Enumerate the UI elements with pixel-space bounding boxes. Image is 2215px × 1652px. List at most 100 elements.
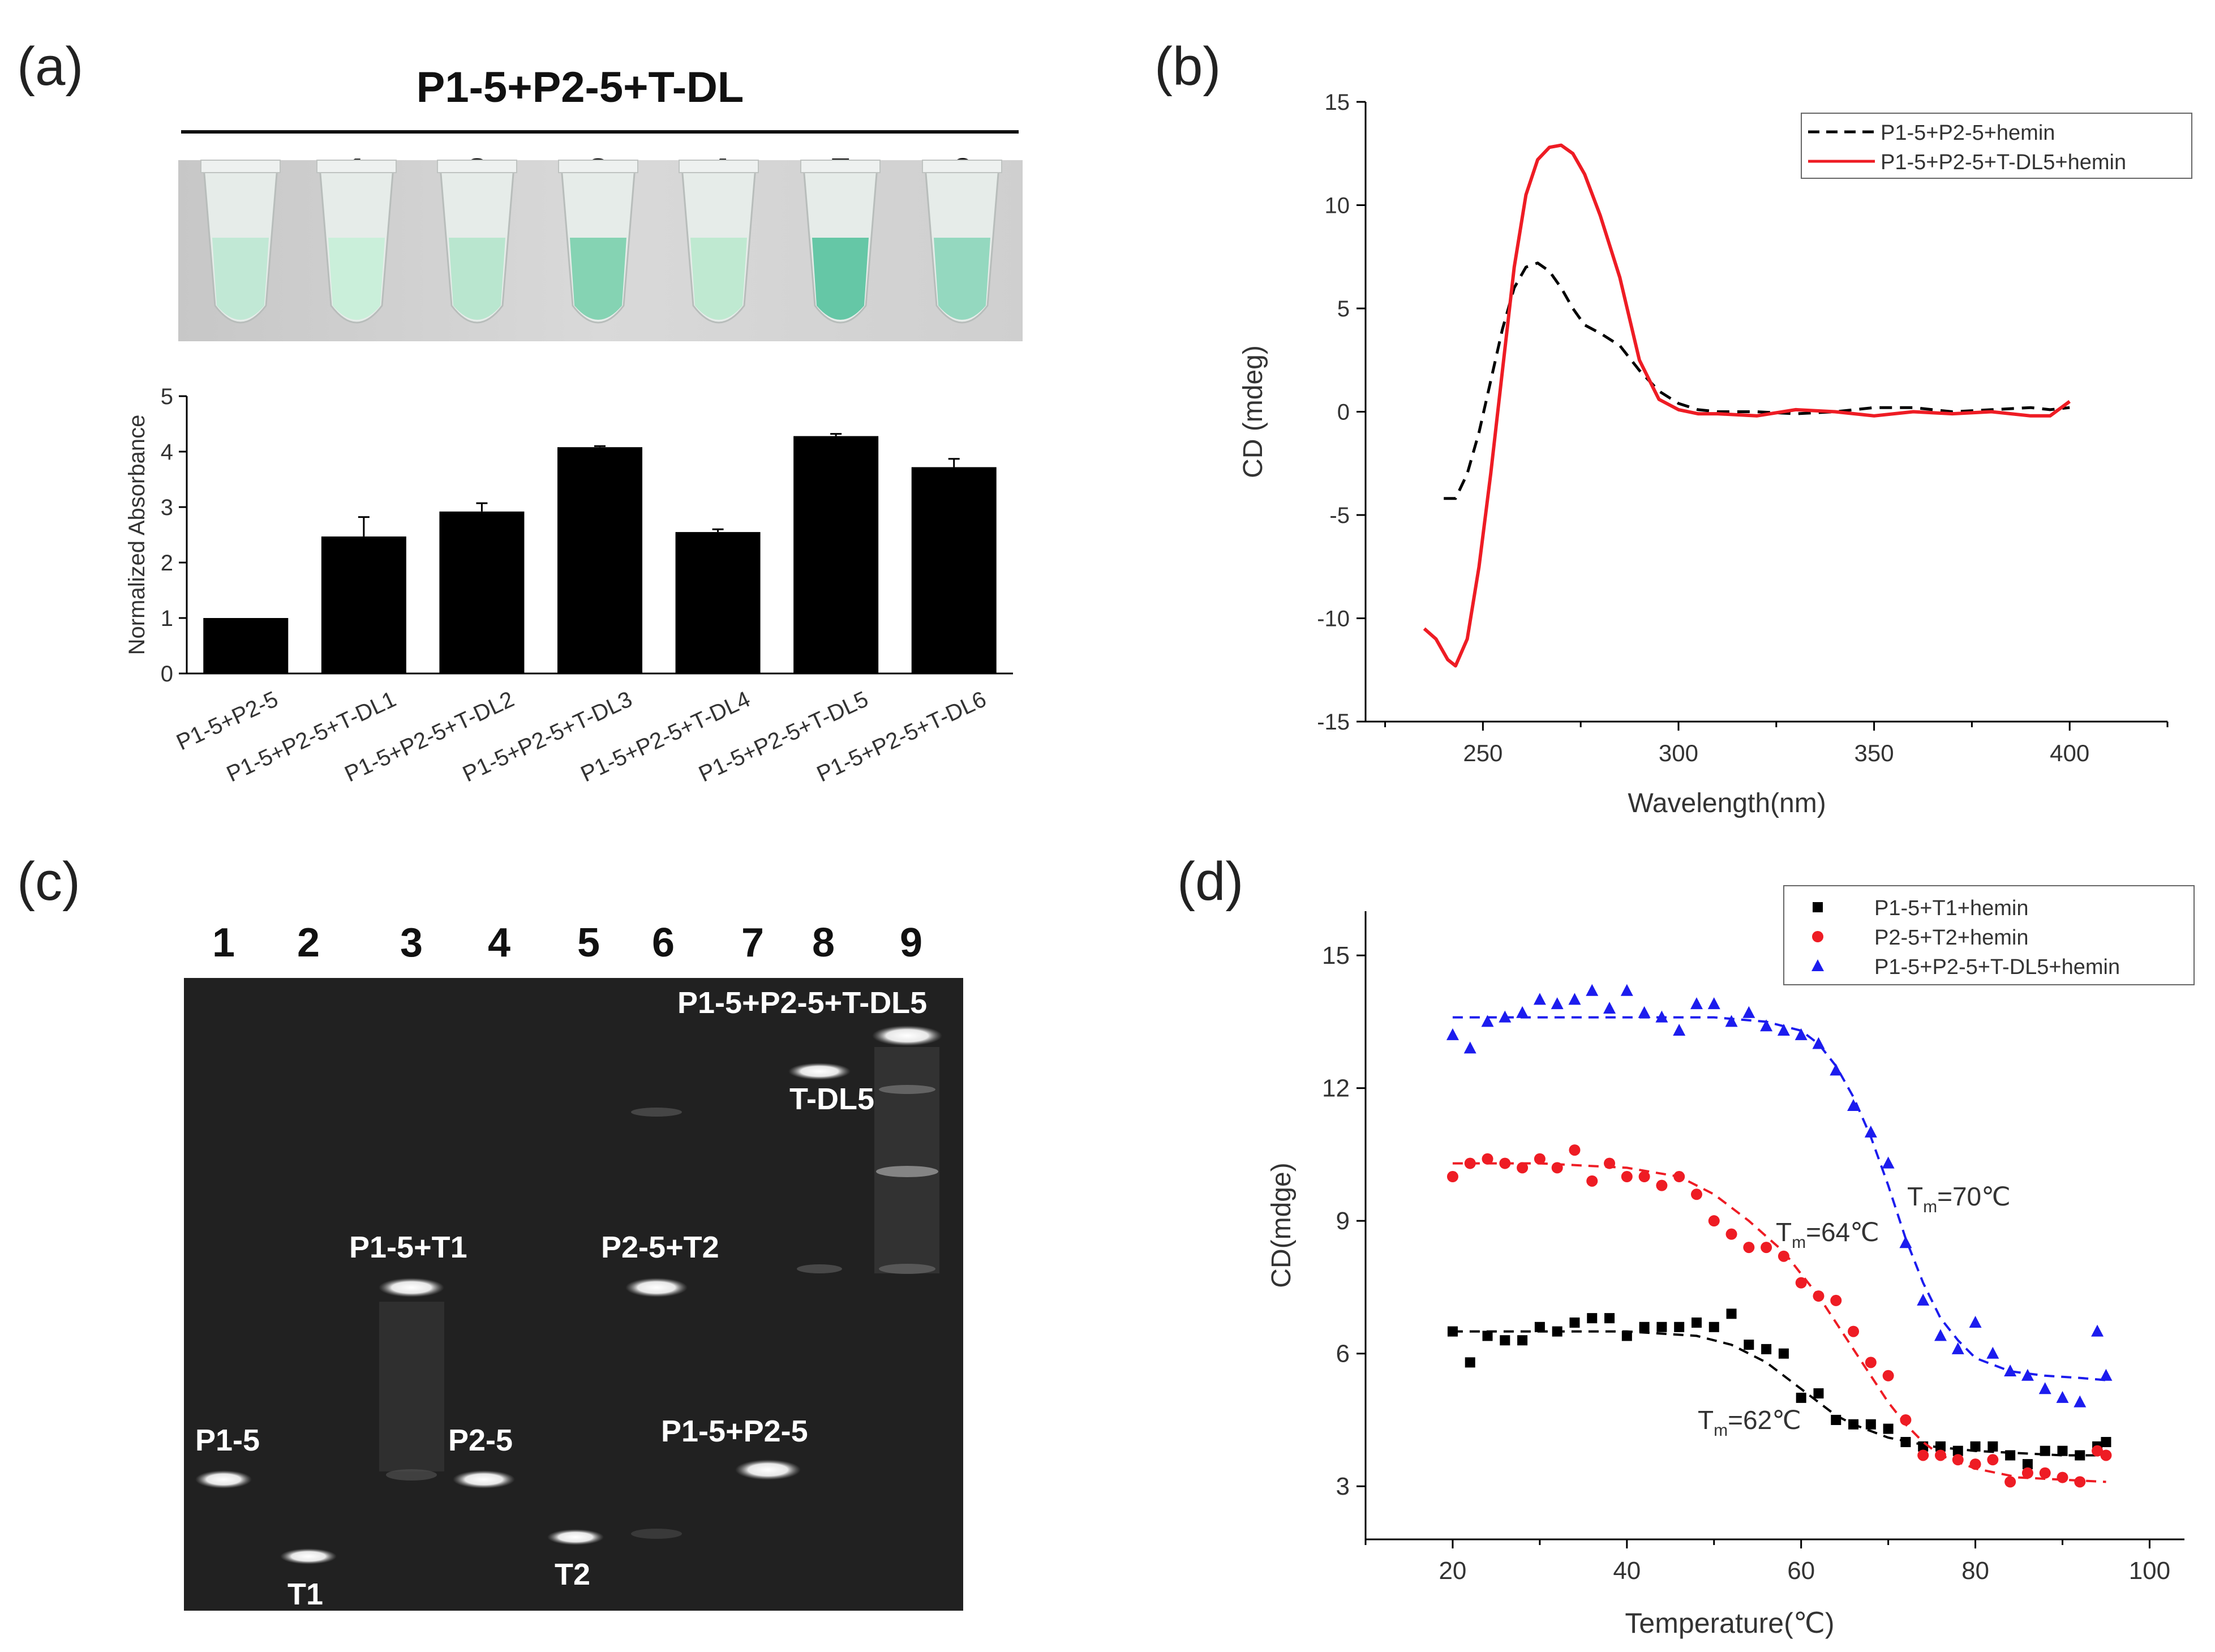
- data-point: [2057, 1471, 2068, 1483]
- tube-rim: [316, 160, 397, 173]
- gel-band: [735, 1460, 801, 1480]
- data-point: [1882, 1156, 1895, 1169]
- data-point: [1551, 997, 1564, 1010]
- gel-band: [879, 1085, 935, 1094]
- legend-label: P1-5+P2-5+T-DL5+hemin: [1874, 955, 2120, 979]
- y-tick-label: -5: [1329, 503, 1350, 528]
- data-point: [1604, 1313, 1615, 1324]
- data-point: [1900, 1414, 1912, 1426]
- data-point: [1551, 1162, 1563, 1174]
- x-axis-label: Temperature(℃): [1625, 1607, 1834, 1639]
- lane-number: 5: [577, 920, 600, 966]
- data-point: [1847, 1099, 1860, 1111]
- tube-liquid: [570, 238, 626, 320]
- band-label-p15p25: P1-5+P2-5: [661, 1414, 808, 1448]
- tube-liquid: [934, 238, 990, 320]
- data-point: [2100, 1368, 2113, 1381]
- data-point: [1638, 1171, 1650, 1183]
- data-point: [1447, 1326, 1458, 1337]
- y-tick-label: 5: [161, 384, 173, 409]
- data-point: [1482, 1153, 1493, 1165]
- band-label-t1: T1: [287, 1577, 323, 1611]
- gel-band: [280, 1548, 337, 1564]
- data-point: [1500, 1335, 1510, 1346]
- data-point: [1621, 1331, 1632, 1341]
- data-point: [1848, 1325, 1860, 1337]
- data-point: [1742, 1006, 1755, 1018]
- gel-band: [379, 1278, 444, 1297]
- tube-rim: [558, 160, 638, 173]
- band-label-tdl5: T-DL5: [789, 1082, 874, 1116]
- gel-band: [195, 1470, 252, 1488]
- tube-rim: [922, 160, 1002, 173]
- tube: [316, 160, 397, 324]
- data-point: [2056, 1391, 2069, 1403]
- band-label-full: P1-5+P2-5+T-DL5: [677, 986, 927, 1020]
- lane-numbers: 1 2 3 4 5 6 7 8 9: [212, 920, 922, 966]
- data-point: [1761, 1242, 1772, 1254]
- data-point: [1744, 1340, 1754, 1350]
- lane-number: 7: [741, 920, 764, 966]
- data-point: [1463, 1041, 1476, 1054]
- band-label-p25: P2-5: [448, 1423, 513, 1457]
- fit-curve: [1452, 1330, 2106, 1457]
- lane-number: 9: [900, 920, 922, 966]
- data-point: [1986, 1346, 1999, 1359]
- data-point: [1569, 1144, 1581, 1156]
- data-point: [1778, 1250, 1789, 1262]
- data-point: [2074, 1395, 2087, 1408]
- data-point: [2004, 1364, 2017, 1376]
- bar: [675, 532, 761, 673]
- data-point: [1586, 984, 1599, 996]
- gel-bands: [195, 1025, 942, 1564]
- gel-band: [547, 1529, 604, 1545]
- band-label-p15: P1-5: [195, 1423, 260, 1457]
- data-point: [1639, 1321, 1650, 1332]
- tube-liquid: [328, 238, 385, 320]
- data-point: [1517, 1335, 1528, 1346]
- data-point: [1812, 931, 1823, 942]
- data-point: [1481, 1015, 1494, 1027]
- data-point: [1568, 993, 1581, 1005]
- data-point: [1865, 1357, 1877, 1368]
- data-point: [1951, 1342, 1964, 1354]
- data-point: [1900, 1437, 1911, 1448]
- x-tick-label: 300: [1659, 740, 1698, 766]
- data-point: [1726, 1308, 1737, 1319]
- y-axis-label: Normalized Absorbance: [125, 415, 149, 655]
- data-point: [2100, 1449, 2112, 1461]
- gel-band: [625, 1278, 688, 1297]
- legend-box: [1783, 885, 2195, 985]
- data-point: [1725, 1228, 1737, 1240]
- data-point: [1690, 1188, 1702, 1200]
- data-point: [1777, 1024, 1790, 1036]
- data-point: [1917, 1293, 1930, 1306]
- data-point: [1969, 1315, 1982, 1328]
- data-point: [1621, 1171, 1633, 1183]
- y-tick-label: 10: [1325, 194, 1350, 218]
- y-tick-label: 15: [1322, 942, 1350, 969]
- data-point: [1970, 1441, 1981, 1452]
- y-tick-label: 15: [1325, 90, 1350, 115]
- series-line: [1423, 143, 2071, 668]
- tm-label-black: Tm=62℃: [1698, 1405, 1801, 1440]
- y-tick-label: 3: [1336, 1473, 1350, 1500]
- gel-band: [797, 1264, 842, 1273]
- data-point: [2005, 1450, 2016, 1461]
- data-point: [1655, 1010, 1668, 1023]
- data-point: [1690, 997, 1703, 1010]
- data-point: [1917, 1449, 1929, 1461]
- bar: [439, 511, 525, 673]
- tube: [679, 160, 759, 324]
- x-tick-label: 60: [1787, 1557, 1815, 1585]
- gel-band: [453, 1470, 515, 1488]
- bar: [321, 536, 406, 673]
- panel-d-label: (d): [1177, 851, 1243, 912]
- tm-label-blue: Tm=70℃: [1907, 1182, 2011, 1216]
- lane-number: 1: [212, 920, 235, 966]
- gel-band: [872, 1025, 942, 1046]
- gel-smear: [874, 1047, 939, 1273]
- data-point: [1952, 1445, 1963, 1456]
